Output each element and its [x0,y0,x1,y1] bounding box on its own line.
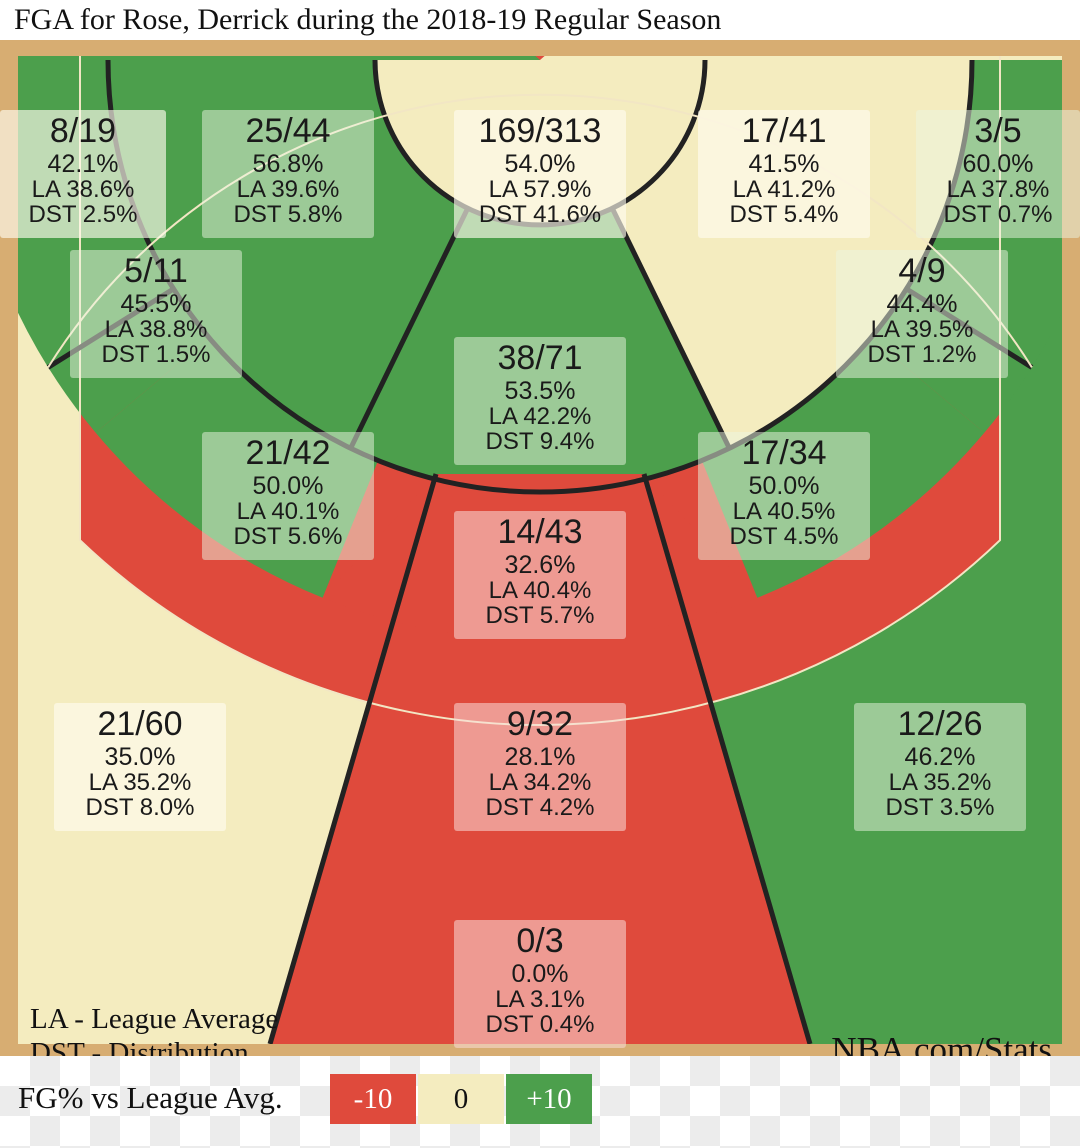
scale-key-low: -10 [330,1074,416,1124]
zone-fg: 12/26 [897,705,983,743]
zone-pct: 50.0% [252,472,324,500]
scale-key-high: +10 [506,1074,592,1124]
zone-label-right-mid-elbow: 17/34 50.0% LA 40.5% DST 4.5% [698,432,870,560]
zone-label-right-mid-wing: 4/9 44.4% LA 39.5% DST 1.2% [836,250,1008,378]
zone-dst: DST 0.7% [943,201,1053,228]
zone-pct: 53.5% [504,377,576,405]
zone-la: LA 38.8% [104,316,208,343]
zone-la: LA 39.6% [236,176,340,203]
scale-key-mid: 0 [418,1074,504,1124]
zone-pct: 41.5% [748,150,820,178]
zone-label-left-mid-baseline: 25/44 56.8% LA 39.6% DST 5.8% [202,110,374,238]
zone-label-mid-top-key: 14/43 32.6% LA 40.4% DST 5.7% [454,511,626,639]
mid-arc [47,93,1033,368]
zone-dst: DST 5.8% [233,201,343,228]
zone-fg: 21/60 [97,705,183,743]
lane-right-line [641,473,813,1044]
zone-dst: DST 4.2% [485,794,595,821]
scale-label: FG% vs League Avg. [18,1080,283,1115]
zone-fill-left-mid-baseline [18,56,540,60]
lane-left-line [267,473,439,1044]
zone-dst: DST 1.2% [867,341,977,368]
zone-fill-right-mid-baseline [540,56,1062,60]
zone-pct: 35.0% [104,743,176,771]
zone-dst: DST 5.6% [233,523,343,550]
color-scale-footer: FG% vs League Avg. -10 0 +10 [0,1056,1080,1148]
zone-la: LA 35.2% [888,769,992,796]
zone-label-right-mid-baseline: 17/41 41.5% LA 41.2% DST 5.4% [698,110,870,238]
zone-fg: 17/41 [741,112,827,150]
zone-fg: 17/34 [741,434,827,472]
zone-la: LA 35.2% [88,769,192,796]
zone-pct: 28.1% [504,743,576,771]
spoke-left-top [348,207,470,450]
zone-fg: 5/11 [124,252,188,290]
zone-pct: 56.8% [252,150,324,178]
zone-fg: 14/43 [497,513,583,551]
zone-pct: 44.4% [886,290,958,318]
zone-fg: 38/71 [497,339,583,377]
zone-label-left-mid-wing: 5/11 45.5% LA 38.8% DST 1.5% [70,250,242,378]
zone-pct: 42.1% [47,150,119,178]
zone-fg: 25/44 [245,112,331,150]
zone-la: LA 40.4% [488,577,592,604]
zone-label-left-corner-3: 8/19 42.1% LA 38.6% DST 2.5% [0,110,166,238]
zone-label-paint-non-ra: 38/71 53.5% LA 42.2% DST 9.4% [454,337,626,465]
zone-pct: 50.0% [748,472,820,500]
zone-dst: DST 0.4% [485,1011,595,1038]
zone-la: LA 38.6% [31,176,135,203]
zone-la: LA 3.1% [495,986,585,1013]
zone-label-left-mid-elbow: 21/42 50.0% LA 40.1% DST 5.6% [202,432,374,560]
zone-label-right-corner-3: 3/5 60.0% LA 37.8% DST 0.7% [916,110,1080,238]
zone-la: LA 41.2% [732,176,836,203]
zone-pct: 54.0% [504,150,576,178]
zone-fill-paint-center [351,60,729,492]
zone-la: LA 57.9% [488,176,592,203]
zone-label-backcourt: 0/3 0.0% LA 3.1% DST 0.4% [454,920,626,1048]
zone-la: LA 40.1% [236,498,340,525]
zone-fg: 9/32 [506,705,574,743]
zone-la: LA 39.5% [870,316,974,343]
zone-fg: 3/5 [974,112,1022,150]
chart-title: FGA for Rose, Derrick during the 2018-19… [14,3,722,36]
zone-dst: DST 4.5% [729,523,839,550]
zone-dst: DST 2.5% [28,201,138,228]
zone-dst: DST 1.5% [101,341,211,368]
zone-pct: 60.0% [962,150,1034,178]
zone-dst: DST 9.4% [485,428,595,455]
zone-pct: 45.5% [120,290,192,318]
zone-fg: 21/42 [245,434,331,472]
zone-dst: DST 5.4% [729,201,839,228]
zone-la: LA 34.2% [488,769,592,796]
zone-pct: 32.6% [504,551,576,579]
zone-pct: 0.0% [511,960,569,988]
spoke-right-top [610,207,732,450]
zone-label-right-wing-3: 12/26 46.2% LA 35.2% DST 3.5% [854,703,1026,831]
zone-dst: DST 5.7% [485,602,595,629]
zone-la: LA 37.8% [946,176,1050,203]
zone-la: LA 40.5% [732,498,836,525]
zone-fg: 169/313 [478,112,602,150]
zone-dst: DST 8.0% [85,794,195,821]
zone-dst: DST 41.6% [478,201,602,228]
zone-fg: 4/9 [898,252,946,290]
zone-dst: DST 3.5% [885,794,995,821]
zone-label-top-key-3: 9/32 28.1% LA 34.2% DST 4.2% [454,703,626,831]
zone-label-left-wing-3: 21/60 35.0% LA 35.2% DST 8.0% [54,703,226,831]
court-chart: 8/19 42.1% LA 38.6% DST 2.5% 25/44 56.8% LA 39… [0,40,1080,1069]
zone-pct: 46.2% [904,743,976,771]
zone-fg: 0/3 [516,922,564,960]
legend-la: LA - League Average [30,1003,279,1035]
title-bar: FGA for Rose, Derrick during the 2018-19… [0,0,1080,40]
zone-fg: 8/19 [49,112,117,150]
zone-label-restricted-area: 169/313 54.0% LA 57.9% DST 41.6% [454,110,626,238]
zone-la: LA 42.2% [488,403,592,430]
